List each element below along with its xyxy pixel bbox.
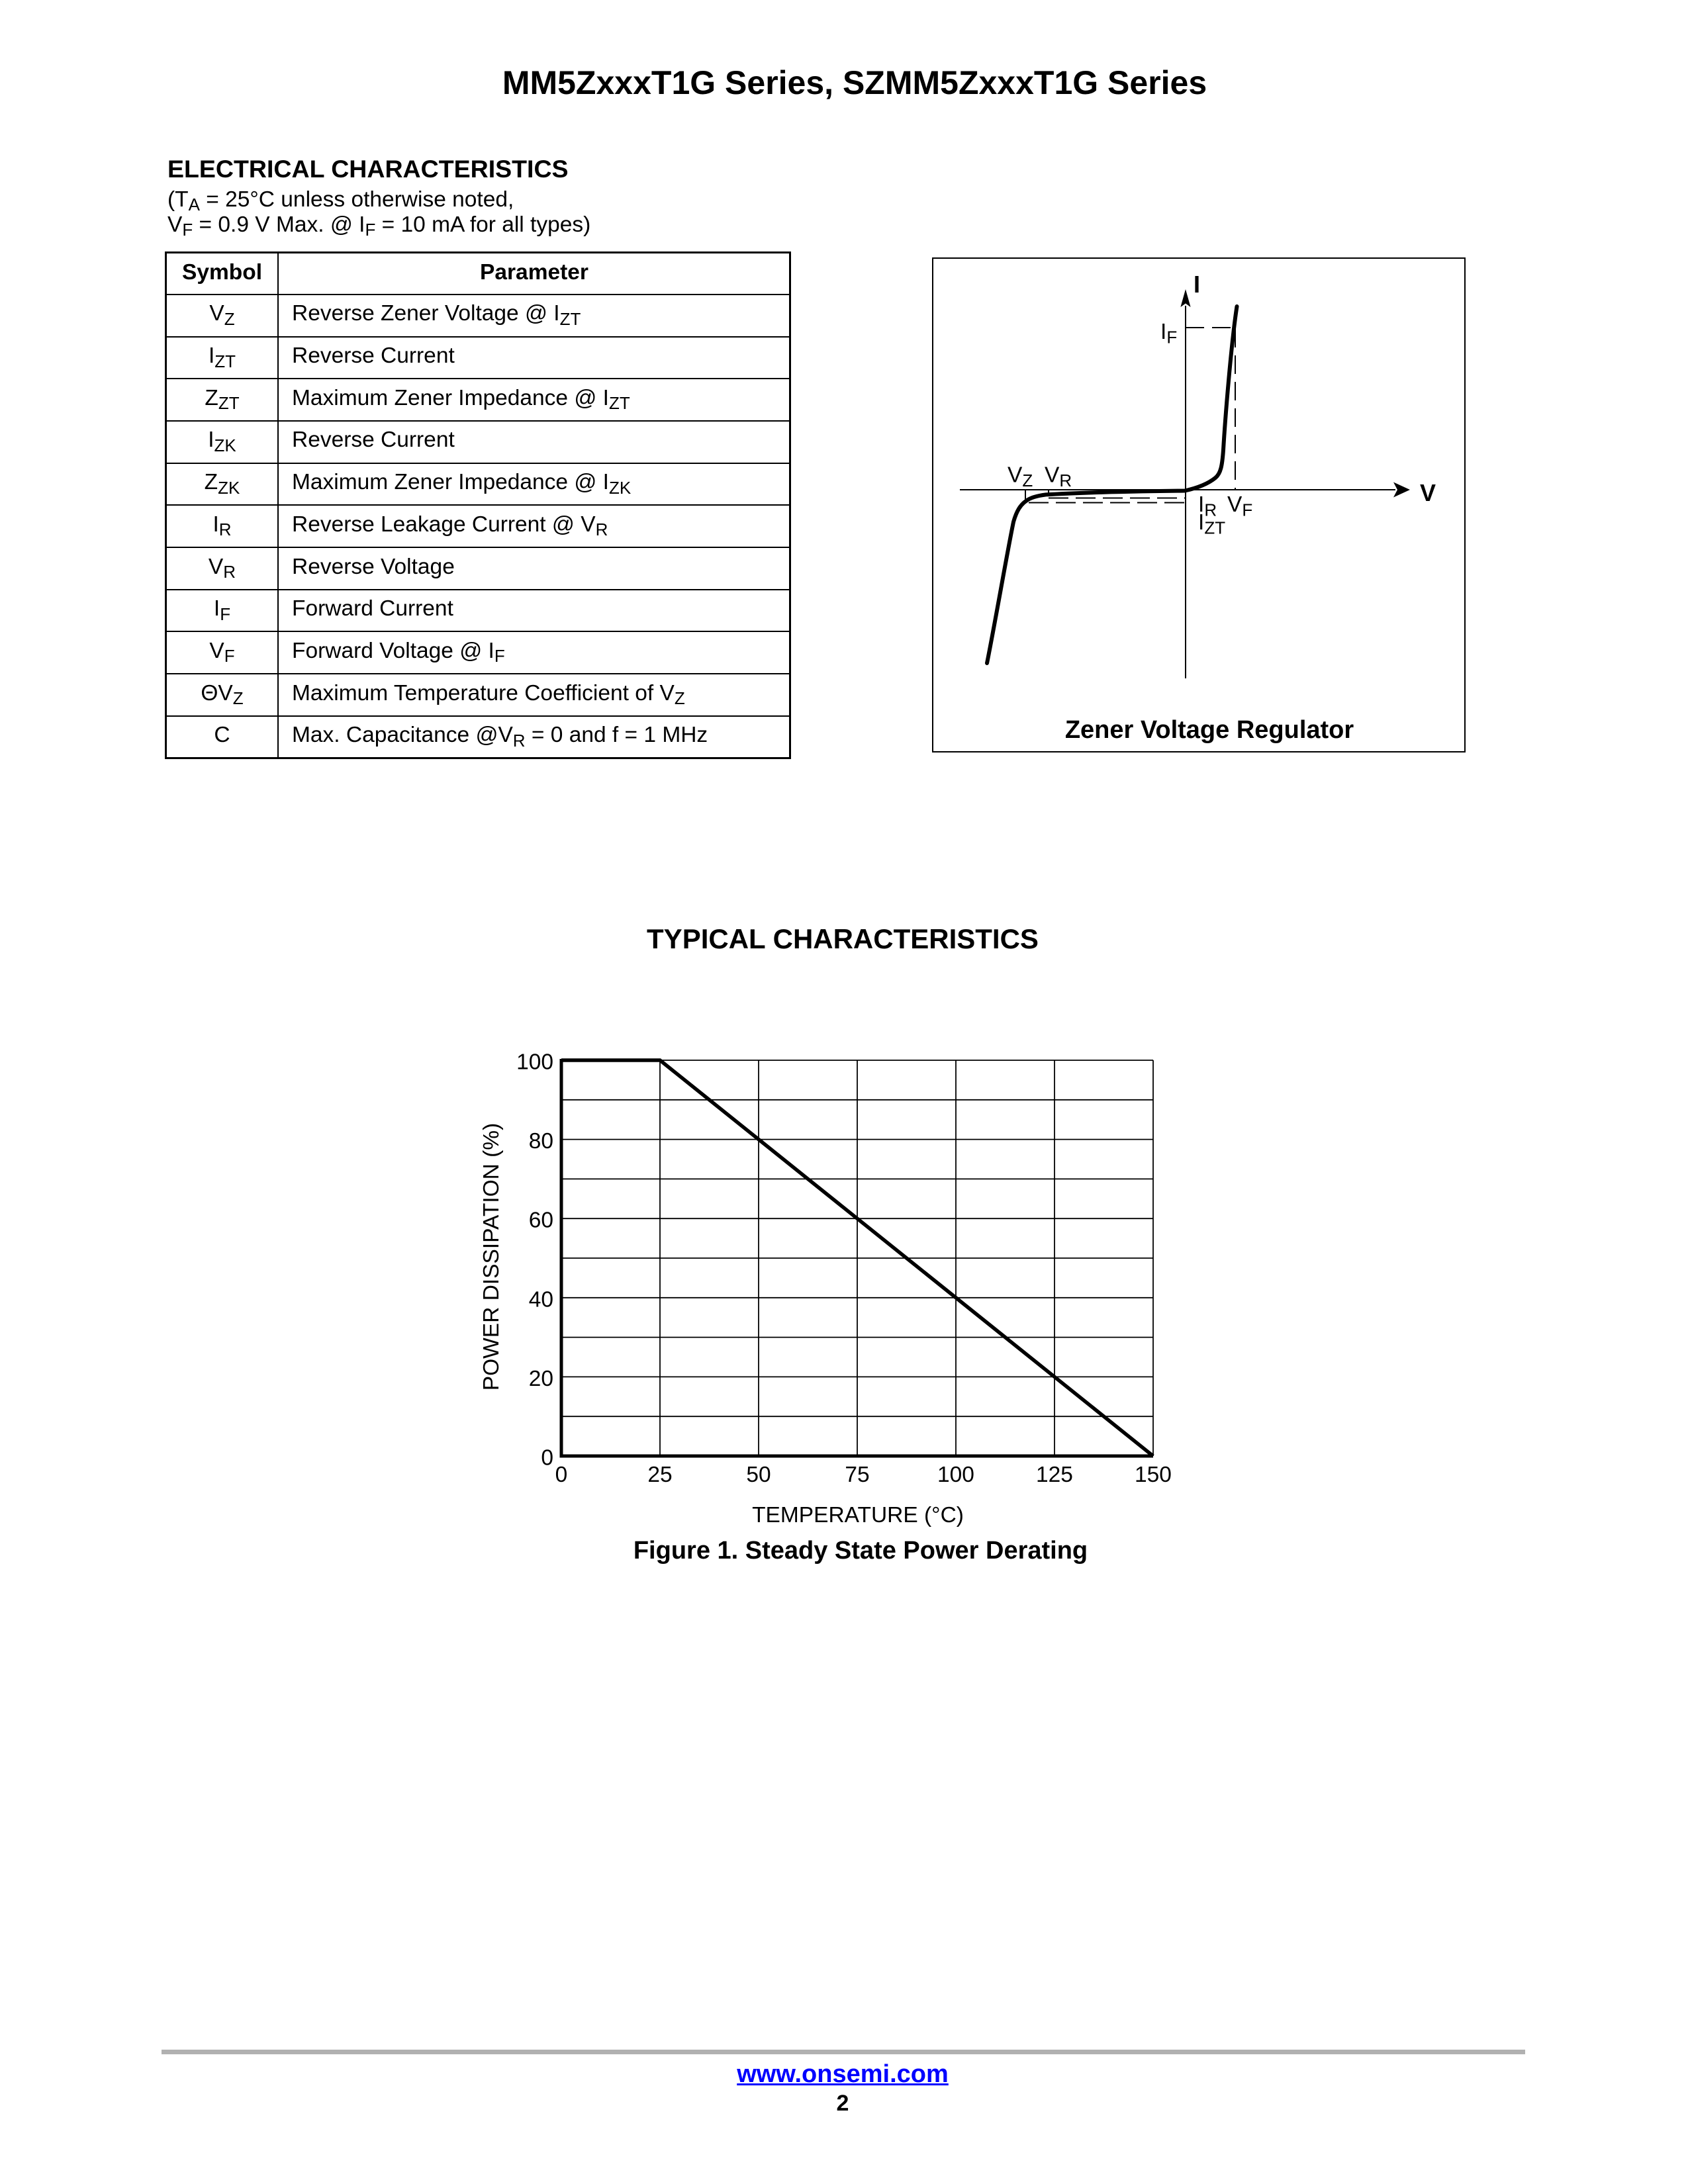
svg-text:125: 125 [1036, 1463, 1073, 1487]
svg-text:Figure 1. Steady State Power D: Figure 1. Steady State Power Derating [633, 1537, 1088, 1565]
svg-text:VR: VR [1045, 463, 1072, 491]
svg-text:VZ: VZ [1008, 463, 1033, 491]
svg-text:60: 60 [529, 1208, 553, 1233]
svg-text:POWER DISSIPATION (%): POWER DISSIPATION (%) [479, 1123, 504, 1391]
svg-text:80: 80 [529, 1129, 553, 1154]
svg-text:100: 100 [516, 1050, 553, 1075]
svg-text:0: 0 [555, 1463, 568, 1487]
svg-text:20: 20 [529, 1367, 553, 1391]
svg-text:0: 0 [541, 1446, 553, 1471]
svg-text:40: 40 [529, 1287, 553, 1312]
svg-text:100: 100 [937, 1463, 974, 1487]
svg-text:25: 25 [647, 1463, 672, 1487]
svg-text:TEMPERATURE (°C): TEMPERATURE (°C) [752, 1503, 964, 1527]
svg-text:V: V [1420, 479, 1436, 506]
svg-text:50: 50 [746, 1463, 771, 1487]
svg-text:I: I [1194, 271, 1200, 298]
svg-text:IF: IF [1160, 320, 1177, 347]
svg-text:Zener Voltage Regulator: Zener Voltage Regulator [1065, 716, 1354, 744]
svg-text:75: 75 [845, 1463, 869, 1487]
svg-text:150: 150 [1135, 1463, 1172, 1487]
svg-text:VF: VF [1227, 492, 1252, 520]
